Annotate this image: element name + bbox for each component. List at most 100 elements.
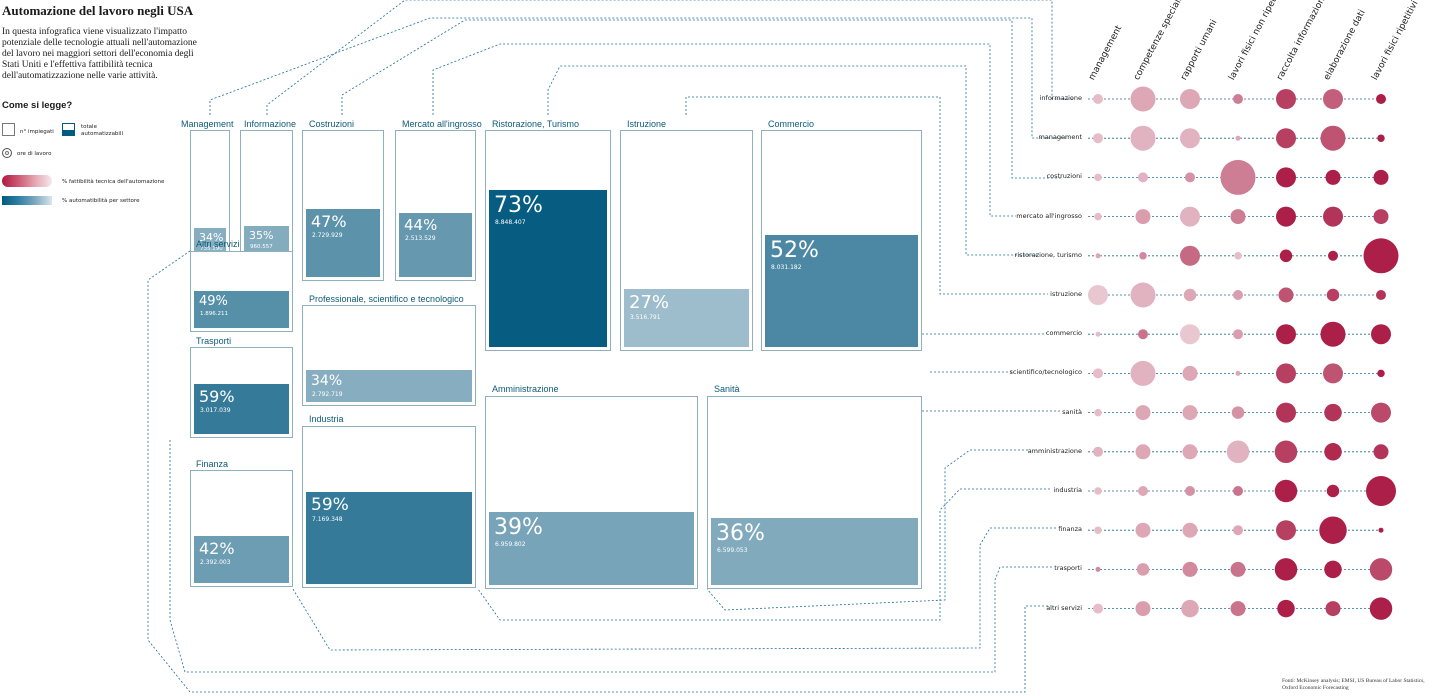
sector-label-trasporti: Trasporti <box>196 336 232 346</box>
sector-label-istruzione: Istruzione <box>627 119 667 129</box>
bubble <box>1276 206 1296 227</box>
bubble <box>1235 370 1241 376</box>
bubble-row-label: finanza <box>1058 525 1082 534</box>
bubble-row-label: commercio <box>1045 329 1082 338</box>
connector-path <box>209 17 1068 139</box>
bubble <box>1139 252 1147 260</box>
bubble <box>1276 167 1296 188</box>
bubble <box>1180 324 1200 345</box>
bubble <box>1094 173 1102 182</box>
sector-box-industria: 59% 7.169.348 <box>302 426 476 588</box>
bubble <box>1324 403 1342 422</box>
bubble <box>1094 526 1102 534</box>
bubble <box>1088 285 1108 305</box>
sector-label-amministrazione: Amministrazione <box>492 384 559 394</box>
bubble-row-label: industria <box>1053 486 1082 494</box>
sector-pct: 42% <box>199 539 235 558</box>
connector-path <box>706 449 1028 611</box>
bubble <box>1230 209 1246 225</box>
bubble <box>1274 558 1298 581</box>
bubble <box>1135 522 1151 538</box>
bubble <box>1325 169 1341 185</box>
sector-employees: 3.017.039 <box>200 407 231 414</box>
bubble <box>1138 172 1148 183</box>
bubble-row-label: trasporti <box>1054 564 1082 573</box>
bubble <box>1328 250 1338 261</box>
sector-box-commercio: 52% 8.031.182 <box>761 130 922 351</box>
legend-employees-swatch <box>2 123 15 136</box>
sector-pct: 44% <box>404 216 438 234</box>
bubble <box>1369 597 1393 620</box>
bubble <box>1233 525 1243 536</box>
bubble <box>1094 487 1102 495</box>
sector-employees: 7.169.348 <box>312 516 343 523</box>
bubble <box>1220 159 1256 195</box>
connector-path <box>685 96 1048 295</box>
bubble-row-label: altri servizi <box>1046 603 1082 612</box>
bubble <box>1180 206 1200 227</box>
bubble <box>1366 476 1396 506</box>
sector-employees: 960.557 <box>250 244 273 250</box>
sector-box-finanza: 42% 2.392.003 <box>190 470 293 587</box>
bubble <box>1095 331 1101 337</box>
bubble <box>1373 444 1389 460</box>
bubble <box>1233 94 1243 104</box>
sector-label-ristorazione-turismo: Ristorazione, Turismo <box>492 119 580 129</box>
sector-pct: 47% <box>311 212 347 231</box>
sector-fill-trasporti: 59% 3.017.039 <box>194 384 289 434</box>
connector-path <box>432 43 1016 217</box>
bubble <box>1276 324 1296 345</box>
bubble <box>1130 282 1156 308</box>
bubble <box>1135 601 1151 617</box>
bubble <box>1324 560 1342 579</box>
bubble-row-label: management <box>1038 133 1082 142</box>
sector-box-trasporti: 59% 3.017.039 <box>190 347 293 438</box>
sector-label-professionale-scientifico-e-tecnologico: Professionale, scientifico e tecnologico <box>309 294 464 304</box>
bubble <box>1276 89 1296 109</box>
bubble-row-label: amministrazione <box>1027 446 1082 455</box>
sector-employees: 6.599.053 <box>717 547 748 554</box>
bubble <box>1182 405 1198 421</box>
bubble <box>1182 561 1198 577</box>
bubble <box>1278 287 1294 303</box>
bubble <box>1323 89 1343 109</box>
bubble <box>1377 134 1385 142</box>
sector-pct: 34% <box>311 373 343 389</box>
bubble <box>1135 444 1151 460</box>
sector-employees: 2.792.719 <box>312 391 343 398</box>
sector-pct: 36% <box>716 521 765 546</box>
bubble <box>1363 238 1399 274</box>
bubble <box>1235 135 1241 141</box>
sector-fill-sanit: 36% 6.599.053 <box>711 518 918 585</box>
bubble <box>1094 212 1102 221</box>
sector-pct: 35% <box>249 229 274 242</box>
sector-employees: 735.190 <box>200 246 223 252</box>
bubble <box>1093 94 1103 104</box>
bubble <box>1135 209 1151 225</box>
bubble <box>1274 479 1298 503</box>
bubble-row-label: sanità <box>1062 407 1082 416</box>
bubble <box>1093 603 1103 614</box>
sector-label-costruzioni: Costruzioni <box>309 119 355 129</box>
bubble <box>1180 245 1200 266</box>
sector-employees: 1.896.211 <box>200 311 228 317</box>
sector-box-sanit: 36% 6.599.053 <box>707 396 922 589</box>
bubble <box>1326 484 1340 498</box>
bubble <box>1181 599 1199 618</box>
bubble <box>1185 172 1195 183</box>
sector-box-professionale-scientifico-e-tecnologico: 34% 2.792.719 <box>302 305 476 406</box>
sector-pct: 27% <box>629 292 670 313</box>
bubble <box>1323 363 1343 384</box>
sector-fill-istruzione: 27% 3.516.791 <box>624 289 749 347</box>
page-title: Automazione del lavoro negli USA <box>2 3 194 18</box>
bubble <box>1369 558 1393 581</box>
connector-path <box>292 527 1056 651</box>
sector-fill-amministrazione: 39% 6.959.802 <box>489 512 694 585</box>
bubble <box>1138 329 1148 340</box>
bubble <box>1138 486 1148 496</box>
sector-employees: 2.392.003 <box>200 559 231 566</box>
bubble-row-label: istruzione <box>1050 290 1082 298</box>
sector-pct: 59% <box>199 387 235 406</box>
bubble <box>1373 209 1389 225</box>
bubble-row-label: informazione <box>1039 94 1082 102</box>
